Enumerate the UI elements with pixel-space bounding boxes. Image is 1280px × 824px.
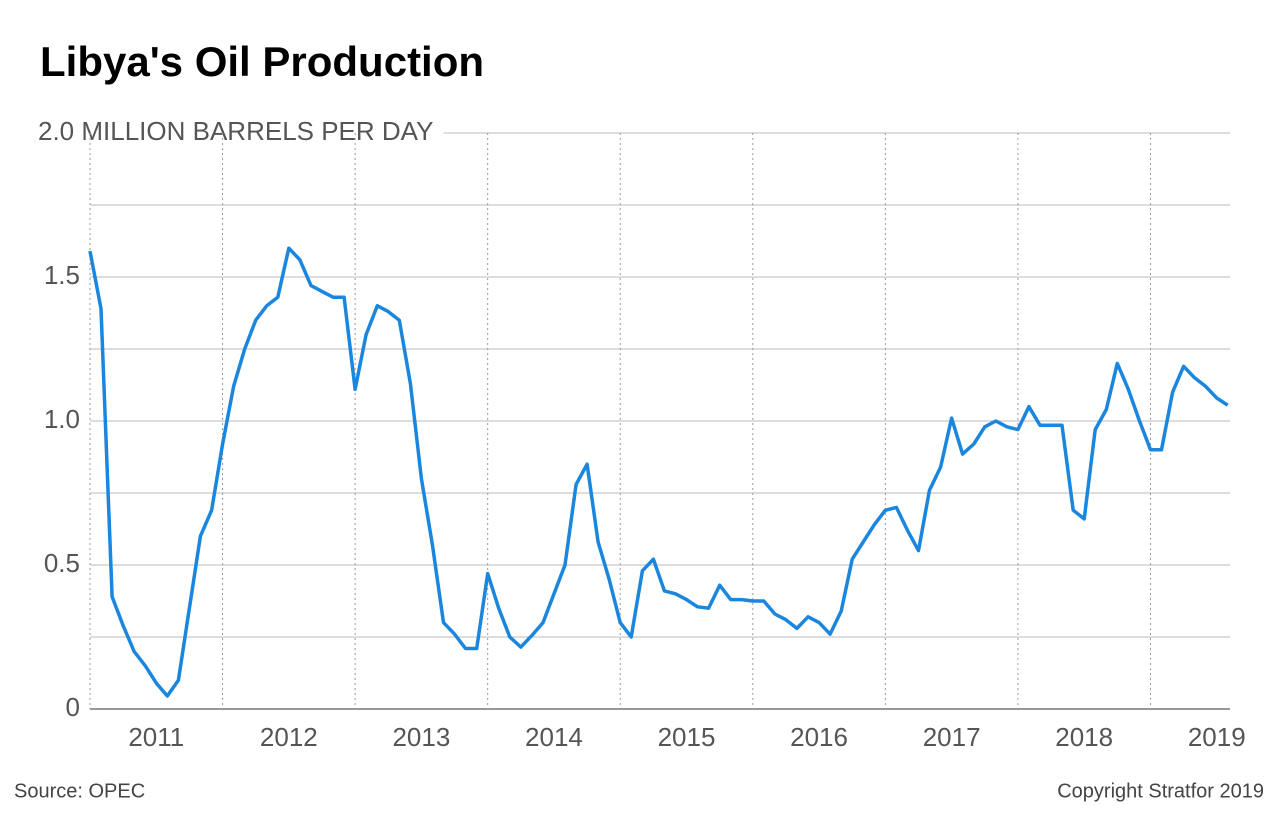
x-tick-label: 2012 xyxy=(260,722,318,752)
x-tick-label: 2014 xyxy=(525,722,583,752)
y-tick-label: 1.5 xyxy=(44,260,80,290)
y-tick-label: 0 xyxy=(66,692,80,722)
data-line xyxy=(88,246,1229,698)
y-tick-label: 2.0 MILLION BARRELS PER DAY xyxy=(38,116,433,146)
x-tick-label: 2019 xyxy=(1188,722,1246,752)
chart-title: Libya's Oil Production xyxy=(40,38,484,85)
x-tick-label: 2018 xyxy=(1055,722,1113,752)
x-tick-label: 2017 xyxy=(923,722,981,752)
copyright: Copyright Stratfor 2019 xyxy=(1057,780,1264,802)
x-tick-label: 2016 xyxy=(790,722,848,752)
x-tick-label: 2013 xyxy=(392,722,450,752)
x-tick-label: 2015 xyxy=(658,722,716,752)
y-tick-label: 1.0 xyxy=(44,404,80,434)
source: Source: OPEC xyxy=(14,780,145,802)
x-tick-label: 2011 xyxy=(128,722,184,752)
y-tick-label: 0.5 xyxy=(44,548,80,578)
